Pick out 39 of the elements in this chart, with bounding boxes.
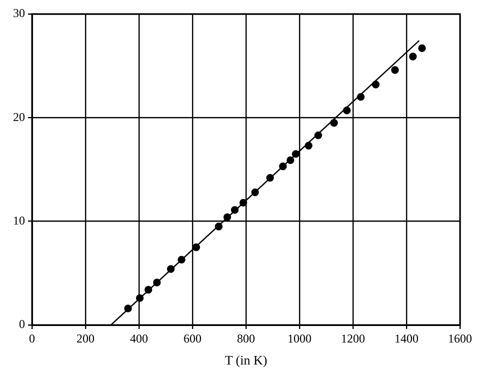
y-tick-label: 20 <box>13 110 25 124</box>
point <box>223 213 232 222</box>
x-tick-label: 400 <box>130 331 148 346</box>
point <box>214 222 223 230</box>
point <box>136 294 144 302</box>
point <box>343 106 351 114</box>
point <box>292 150 300 158</box>
point <box>178 256 186 264</box>
x-tick-label: 1400 <box>394 331 418 346</box>
point <box>239 198 248 207</box>
point <box>409 52 417 60</box>
y-tick-label: 30 <box>13 6 25 20</box>
y-tick-label: 0 <box>19 317 25 332</box>
point <box>304 142 312 150</box>
point <box>124 304 132 312</box>
point <box>144 286 152 294</box>
x-axis-title: T (in K) <box>224 352 268 368</box>
x-tick-label: 200 <box>76 331 94 346</box>
point <box>192 243 200 252</box>
x-tick-label: 1200 <box>341 331 365 346</box>
point <box>279 162 287 170</box>
x-tick-label: 800 <box>237 331 255 346</box>
x-tick-label: 600 <box>184 331 202 346</box>
y-tick-label: 10 <box>13 213 25 228</box>
point <box>251 188 259 196</box>
x-tick-label: 1600 <box>448 331 472 346</box>
point <box>372 80 380 88</box>
point <box>166 265 175 273</box>
point <box>391 66 399 74</box>
point <box>356 93 365 101</box>
point <box>266 174 274 182</box>
point <box>314 131 322 140</box>
point <box>330 119 338 127</box>
x-tick-label: 1000 <box>288 331 312 346</box>
point <box>153 278 161 286</box>
x-tick-label: 0 <box>29 331 35 346</box>
point <box>230 206 239 214</box>
point <box>418 44 426 52</box>
point <box>286 156 294 164</box>
